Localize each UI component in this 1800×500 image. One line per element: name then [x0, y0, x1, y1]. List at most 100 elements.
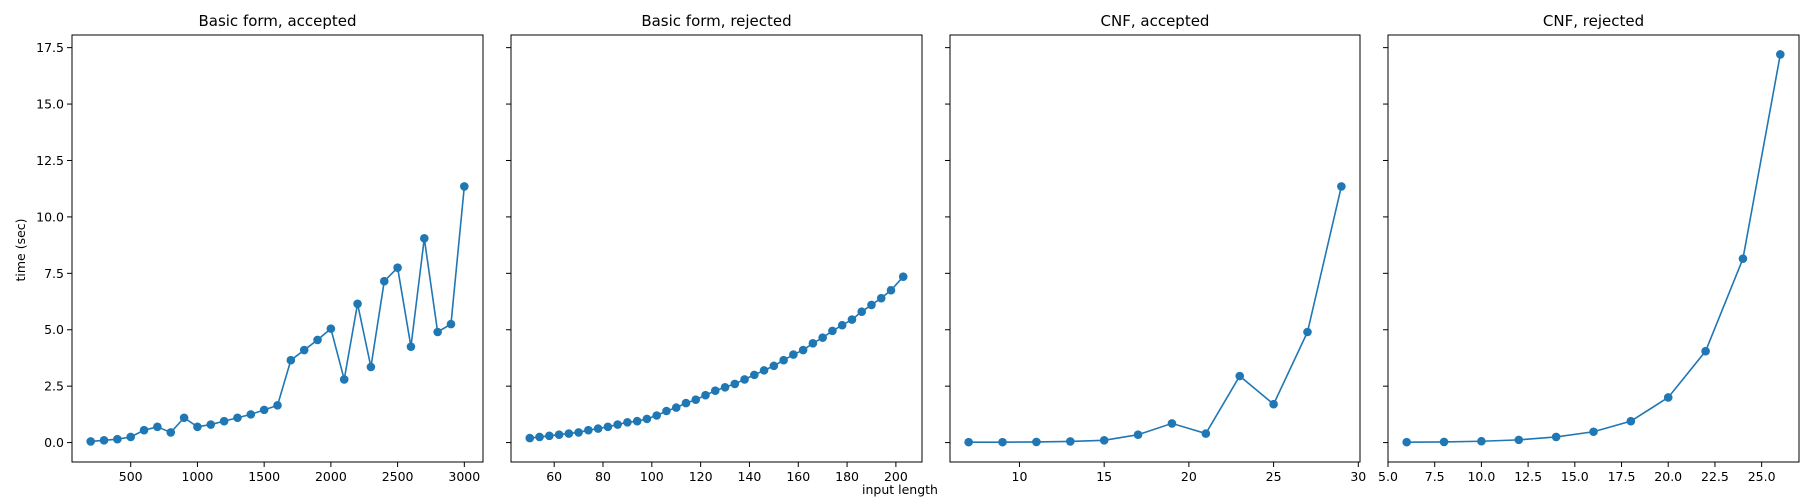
data-point	[828, 326, 837, 336]
x-tick-label: 7.5	[1425, 469, 1445, 484]
data-point	[1065, 437, 1075, 446]
series-line	[1406, 54, 1782, 443]
x-tick-label: 140	[738, 469, 762, 484]
data-point	[406, 342, 416, 351]
x-tick-label: 30	[1350, 469, 1366, 484]
data-point	[1201, 429, 1211, 438]
data-point	[219, 416, 229, 426]
x-tick-label: 100	[640, 469, 664, 484]
data-point	[779, 355, 788, 365]
data-point	[86, 437, 95, 446]
data-point	[808, 338, 818, 348]
panels: Basic form, accepted 0.0 2.5 5.0 7.5 10.0 12.5…	[36, 12, 1800, 484]
x-tick-label: 25	[1266, 469, 1282, 484]
axes-frame	[1387, 34, 1800, 463]
x-tick-label: 15	[1096, 469, 1112, 484]
data-point	[1738, 254, 1748, 263]
axes-frame	[949, 34, 1361, 463]
data-point	[433, 327, 442, 337]
y-tick-label: 10.0	[36, 209, 64, 224]
data-point	[299, 345, 309, 355]
x-tick-label: 200	[884, 469, 908, 484]
data-point	[847, 315, 857, 324]
data-point	[769, 361, 779, 371]
data-point	[720, 382, 730, 392]
data-point	[876, 293, 886, 303]
data-point	[623, 417, 632, 427]
y-axis-label: time (sec)	[13, 218, 28, 281]
data-point	[898, 272, 908, 282]
data-point	[366, 362, 376, 372]
x-tick-label: 2000	[315, 469, 347, 484]
x-tick-label: 25.0	[1748, 469, 1776, 484]
x-tick-label: 1500	[248, 469, 280, 484]
data-point	[574, 428, 583, 437]
data-point	[139, 425, 149, 435]
x-tick-label: 3000	[448, 469, 480, 484]
data-point	[193, 422, 202, 432]
data-point	[789, 350, 798, 359]
data-point	[798, 345, 808, 355]
data-point	[886, 285, 896, 295]
data-point	[1477, 436, 1486, 446]
x-tick-label: 5.0	[1378, 469, 1398, 484]
x-tick-label: 17.5	[1608, 469, 1636, 484]
data-point	[613, 420, 622, 429]
axes-frame	[71, 34, 484, 463]
x-tick-label: 120	[689, 469, 713, 484]
data-point	[1701, 346, 1710, 356]
data-point	[1551, 432, 1561, 442]
data-point	[759, 366, 769, 375]
data-point	[681, 398, 691, 408]
x-tick-label: 500	[119, 469, 143, 484]
data-point	[593, 424, 603, 433]
data-point	[632, 416, 642, 426]
data-point	[153, 422, 162, 432]
x-tick-label: 60	[546, 469, 562, 484]
data-point	[1303, 327, 1312, 337]
x-axis-label: input length	[862, 482, 938, 497]
data-point	[419, 234, 429, 243]
data-point	[525, 433, 535, 443]
x-tick-label: 10	[1012, 469, 1028, 484]
data-point	[603, 422, 613, 432]
panel-3: CNF, accepted 10 15 20 25 30	[945, 12, 1366, 484]
x-tick-label: 20.0	[1654, 469, 1682, 484]
x-tick-label: 12.5	[1514, 469, 1542, 484]
data-point	[460, 182, 469, 191]
panel-title: CNF, accepted	[1101, 12, 1210, 30]
data-point	[1402, 437, 1411, 447]
data-point	[691, 395, 701, 405]
data-point	[837, 320, 847, 330]
panel-1: Basic form, accepted 0.0 2.5 5.0 7.5 10.0 12.5…	[36, 12, 484, 484]
x-tick-label: 10.0	[1467, 469, 1495, 484]
data-point	[584, 425, 593, 435]
panel-title: Basic form, rejected	[641, 12, 791, 30]
data-point	[964, 437, 973, 447]
data-point	[339, 375, 349, 384]
data-point	[99, 436, 109, 445]
data-point	[259, 405, 269, 415]
y-tick-label: 2.5	[44, 379, 64, 394]
series-line	[529, 276, 904, 439]
data-point	[1167, 419, 1177, 428]
panel-4: CNF, rejected 5.0 7.5 10.0 12.5 15.0 17.5 20.0 2…	[1378, 12, 1800, 484]
data-point	[446, 319, 456, 329]
data-point	[379, 276, 389, 286]
y-tick-label: 5.0	[44, 322, 64, 337]
data-point	[998, 437, 1007, 447]
data-point	[313, 335, 322, 345]
panel-title: CNF, rejected	[1543, 12, 1644, 30]
data-point	[353, 299, 362, 309]
x-tick-label: 15.0	[1561, 469, 1589, 484]
data-point	[126, 432, 136, 442]
series-line	[968, 186, 1343, 443]
x-tick-label: 22.5	[1701, 469, 1729, 484]
x-tick-label: 20	[1181, 469, 1197, 484]
x-tick-label: 1000	[182, 469, 214, 484]
data-point	[710, 386, 720, 395]
data-point	[206, 420, 216, 429]
data-point	[867, 300, 876, 310]
data-point	[273, 401, 282, 410]
